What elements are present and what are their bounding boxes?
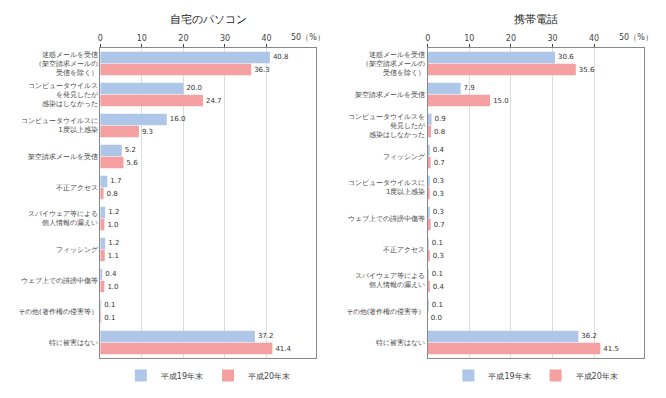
- svg-text:0.7: 0.7: [434, 159, 445, 167]
- svg-text:1.7: 1.7: [110, 177, 121, 185]
- svg-text:架空請求メールを受信: 架空請求メールを受信: [355, 91, 425, 99]
- svg-text:コンピュータウイルスを発見したが感染はしなかった: コンピュータウイルスを発見したが感染はしなかった: [348, 113, 426, 139]
- svg-text:0.8: 0.8: [434, 128, 445, 136]
- svg-text:35.6: 35.6: [579, 66, 595, 74]
- svg-text:0.1: 0.1: [104, 301, 115, 309]
- svg-text:20: 20: [506, 34, 516, 43]
- svg-text:1.0: 1.0: [107, 221, 118, 229]
- svg-text:0.3: 0.3: [433, 190, 444, 198]
- svg-text:特に被害はない: 特に被害はない: [49, 339, 98, 347]
- svg-text:コンピュータウイルスに1度以上感染: コンピュータウイルスに1度以上感染: [21, 117, 98, 134]
- svg-text:10: 10: [464, 34, 474, 43]
- svg-text:0.1: 0.1: [432, 270, 443, 278]
- svg-text:20: 20: [178, 34, 188, 43]
- svg-text:0: 0: [425, 34, 430, 43]
- svg-text:9.3: 9.3: [142, 128, 153, 136]
- svg-text:30.6: 30.6: [558, 53, 574, 61]
- svg-text:41.4: 41.4: [275, 345, 291, 353]
- svg-text:20.0: 20.0: [186, 84, 202, 92]
- svg-text:フィッシング: フィッシング: [383, 153, 426, 161]
- svg-text:40.8: 40.8: [273, 53, 289, 61]
- svg-text:30: 30: [220, 34, 230, 43]
- svg-text:迷惑メールを受信（架空請求メールの受信を除く）: 迷惑メールを受信（架空請求メールの受信を除く）: [35, 51, 98, 77]
- svg-text:架空請求メールを受信: 架空請求メールを受信: [28, 153, 98, 161]
- svg-text:36.3: 36.3: [254, 66, 270, 74]
- svg-text:10: 10: [137, 34, 147, 43]
- svg-text:0.1: 0.1: [432, 301, 443, 309]
- svg-text:40: 40: [589, 34, 599, 43]
- svg-text:37.2: 37.2: [258, 332, 274, 340]
- svg-text:50（%）: 50（%）: [291, 33, 325, 42]
- svg-text:ウェブ上での誹謗中傷等: ウェブ上での誹謗中傷等: [348, 215, 425, 223]
- svg-text:平成19年末: 平成19年末: [161, 372, 203, 381]
- svg-text:ウェブ上での誹謗中傷等: ウェブ上での誹謗中傷等: [21, 277, 98, 285]
- svg-text:5.6: 5.6: [127, 159, 139, 167]
- svg-text:1.2: 1.2: [108, 208, 119, 216]
- svg-text:携帯電話: 携帯電話: [514, 13, 558, 26]
- svg-text:7.9: 7.9: [464, 84, 475, 92]
- svg-text:迷惑メールを受信（架空請求メールの受信を除く）: 迷惑メールを受信（架空請求メールの受信を除く）: [362, 51, 425, 77]
- svg-text:1.2: 1.2: [108, 239, 119, 247]
- svg-text:自宅のパソコン: 自宅のパソコン: [170, 13, 247, 26]
- svg-text:0.4: 0.4: [433, 283, 445, 291]
- svg-text:平成20年末: 平成20年末: [576, 372, 618, 381]
- svg-text:1.1: 1.1: [108, 252, 119, 260]
- svg-text:40: 40: [261, 34, 271, 43]
- svg-text:41.5: 41.5: [603, 345, 619, 353]
- svg-text:30: 30: [547, 34, 557, 43]
- svg-text:0.3: 0.3: [433, 252, 444, 260]
- svg-text:16.0: 16.0: [170, 115, 186, 123]
- svg-text:0.1: 0.1: [432, 239, 443, 247]
- svg-text:スパイウェア等による個人情報の漏えい: スパイウェア等による個人情報の漏えい: [28, 210, 98, 227]
- svg-text:0.0: 0.0: [431, 314, 442, 322]
- svg-text:その他(著作権の侵害等）: その他(著作権の侵害等）: [18, 308, 98, 316]
- svg-text:平成20年末: 平成20年末: [248, 372, 290, 381]
- svg-text:36.2: 36.2: [581, 332, 597, 340]
- svg-text:0.3: 0.3: [433, 177, 444, 185]
- svg-text:コンピュータウイルスに1度以上感染: コンピュータウイルスに1度以上感染: [348, 179, 425, 196]
- svg-text:0.1: 0.1: [104, 314, 115, 322]
- svg-text:0.4: 0.4: [433, 146, 445, 154]
- svg-text:0.7: 0.7: [434, 221, 445, 229]
- svg-text:0.4: 0.4: [105, 270, 117, 278]
- svg-text:0: 0: [98, 34, 103, 43]
- svg-text:その他(著作権の侵害等）: その他(著作権の侵害等）: [346, 308, 426, 316]
- svg-text:5.2: 5.2: [125, 146, 136, 154]
- svg-text:15.0: 15.0: [493, 97, 509, 105]
- svg-text:24.7: 24.7: [206, 97, 222, 105]
- svg-text:コンピュータウイルスを発見したが感染はしなかった: コンピュータウイルスを発見したが感染はしなかった: [28, 82, 99, 108]
- svg-text:0.3: 0.3: [433, 208, 444, 216]
- svg-text:0.9: 0.9: [435, 115, 446, 123]
- svg-text:1.0: 1.0: [107, 283, 118, 291]
- svg-text:フィッシング: フィッシング: [56, 246, 99, 254]
- svg-text:スパイウェア等による個人情報の漏えい: スパイウェア等による個人情報の漏えい: [355, 272, 425, 289]
- svg-text:50（%）: 50（%）: [619, 33, 653, 42]
- svg-text:平成19年末: 平成19年末: [488, 372, 530, 381]
- svg-text:特に被害はない: 特に被害はない: [376, 339, 425, 347]
- svg-text:不正アクセス: 不正アクセス: [56, 184, 98, 192]
- svg-text:不正アクセス: 不正アクセス: [383, 246, 425, 254]
- svg-text:0.8: 0.8: [107, 190, 118, 198]
